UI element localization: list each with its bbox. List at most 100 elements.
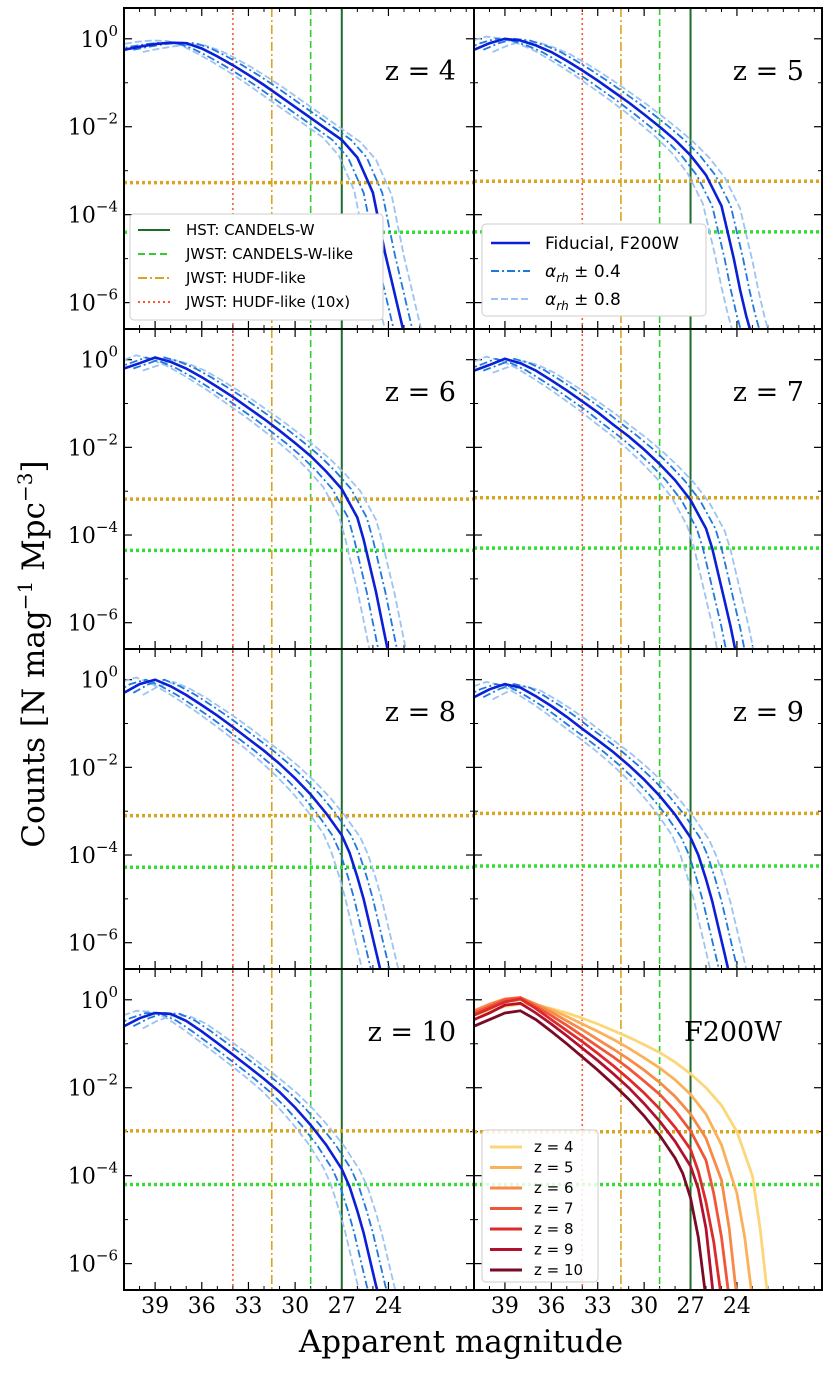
panel-7: z = 7 [473,328,823,650]
x-tick-labels: 39 36 33 30 27 24 39 36 33 30 27 24 [141,1294,751,1319]
redshift-label: z = 8 [385,697,456,728]
panel-plot-area [124,329,474,649]
legend-models-label: αrh ± 0.4 [545,262,621,285]
y-tick-label: 10−6 [68,1247,118,1278]
curve-alpha-minus-0.8 [142,1014,397,1290]
y-tick-base: 10 [68,1253,96,1278]
curve-fiducial [474,682,730,969]
y-tick-label: 100 [80,983,118,1014]
y-axis-title: Counts [N mag−1 Mpc−3] [13,460,52,847]
y-tick-label: 10−6 [68,926,118,957]
y-tick-exponent: −4 [96,518,118,536]
legend-alpha-value: ± 0.8 [569,290,621,310]
legend-alpha-symbol: α [545,262,556,282]
y-tick-base: 10 [68,524,96,549]
legend-limits-label: HST: CANDELS-W [186,221,315,239]
legend-model-variants: Fiducial, F200W αrh ± 0.4 αrh ± 0.8 [481,223,707,317]
curve-alpha-minus-0.4 [482,37,761,329]
curve-alpha-plus-0.8 [474,680,712,969]
x-tick-label: 30 [630,1294,658,1319]
legend-alpha-value: ± 0.4 [569,262,621,282]
redshift-label-bg [356,1013,460,1053]
legend-alpha-symbol: α [545,290,556,310]
y-tick-base: 10 [68,756,96,781]
y-tick-base: 10 [68,292,96,317]
y-tick-base: 10 [68,844,96,869]
panel-frame [473,968,823,1291]
curve-fiducial [124,678,382,969]
y-tick-label: 10−6 [68,286,118,317]
panel-plot-area [474,329,822,649]
legend-limits-label: JWST: CANDELS-W-like [185,245,353,263]
y-tick-base: 10 [68,1077,96,1102]
curve-alpha-minus-0.8 [492,685,748,969]
curve-fiducial [124,1011,379,1290]
y-tick-exponent: −2 [96,430,118,448]
x-tick-label: 24 [723,1294,751,1319]
y-tick-label: 10−6 [68,606,118,637]
curve-alpha-minus-0.8 [142,358,407,649]
y-axis-title-sup2: −3 [13,472,37,501]
y-tick-label: 100 [80,343,118,374]
panel-9: z = 9 [473,648,823,970]
curve-fiducial [474,357,737,649]
y-tick-label: 100 [80,663,118,694]
x-tick-label: 24 [374,1294,402,1319]
legend-detection-limits: HST: CANDELS-W JWST: CANDELS-W-like JWST: … [129,213,384,321]
y-tick-exponent: −2 [96,110,118,128]
y-tick-exponent: −6 [96,606,118,624]
y-tick-base: 10 [68,1165,96,1190]
legend-redshift-label: z = 8 [534,1220,574,1238]
y-tick-base: 10 [80,349,108,374]
curve-alpha-minus-0.4 [132,1012,388,1290]
x-tick-label: 27 [677,1294,705,1319]
x-tick-label: 33 [584,1294,612,1319]
redshift-label: z = 6 [385,377,456,408]
curve-alpha-plus-0.4 [124,678,372,969]
redshift-label-bg [704,693,808,733]
legend-redshift: z = 4 z = 5 z = 6 z = 7 z = 8 z = 9 z = 10 [481,1129,599,1283]
y-tick-label: 10−4 [68,1159,118,1190]
y-tick-exponent: −4 [96,198,118,216]
redshift-label-bg [356,52,460,92]
redshift-label: z = 5 [733,56,804,87]
x-tick-label: 27 [328,1294,356,1319]
y-tick-exponent: 0 [108,663,118,681]
curve-summary-z=8 [474,997,722,1290]
y-axis-title-main: Counts [N mag [16,610,52,847]
x-axis-title: Apparent magnitude [298,1324,623,1360]
curve-alpha-minus-0.4 [482,357,746,649]
redshift-label: z = 7 [733,377,804,408]
y-axis-title-mid: Mpc [16,502,52,581]
y-tick-exponent: 0 [108,343,118,361]
curve-alpha-plus-0.4 [474,37,742,329]
y-tick-base: 10 [80,28,108,53]
legend-redshift-label: z = 7 [534,1200,574,1218]
curve-fiducial [474,37,752,329]
filter-label: F200W [684,1017,782,1048]
legend-models-box [481,223,707,317]
y-tick-label: 10−4 [68,838,118,869]
curve-alpha-minus-0.4 [482,683,739,969]
y-tick-exponent: −6 [96,1247,118,1265]
y-tick-label: 10−4 [68,518,118,549]
y-tick-label: 10−4 [68,198,118,229]
panel-plot-area [124,969,474,1290]
curve-alpha-plus-0.4 [474,357,727,649]
legend-models-label: αrh ± 0.8 [545,290,621,313]
curve-summary-z=4 [474,1002,769,1290]
y-tick-exponent: −2 [96,1071,118,1089]
curve-alpha-plus-0.8 [474,355,718,649]
y-tick-exponent: −6 [96,926,118,944]
redshift-label: z = 4 [385,56,456,87]
curve-alpha-plus-0.4 [124,356,380,649]
y-tick-label: 10−2 [68,110,118,141]
legend-limits-label: JWST: HUDF-like (10x) [185,293,350,311]
legend-models-label: Fiducial, F200W [545,234,679,254]
legend-redshift-label: z = 10 [534,1261,583,1279]
